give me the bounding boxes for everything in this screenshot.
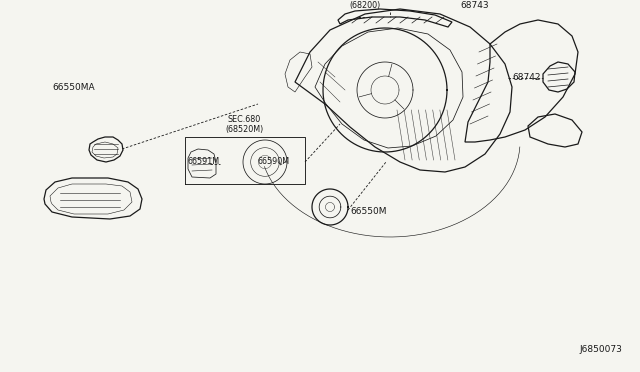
Text: 68743: 68743	[460, 1, 488, 10]
Text: 66550MA: 66550MA	[52, 83, 95, 92]
Text: 66550M: 66550M	[350, 208, 387, 217]
Text: SEC.680
(68520M): SEC.680 (68520M)	[225, 115, 263, 134]
Text: 66590M: 66590M	[258, 157, 290, 167]
Text: 66591M: 66591M	[188, 157, 220, 167]
Text: 68742: 68742	[512, 73, 541, 81]
Text: SEC.680
(68200): SEC.680 (68200)	[348, 0, 381, 10]
Text: J6850073: J6850073	[579, 345, 622, 354]
